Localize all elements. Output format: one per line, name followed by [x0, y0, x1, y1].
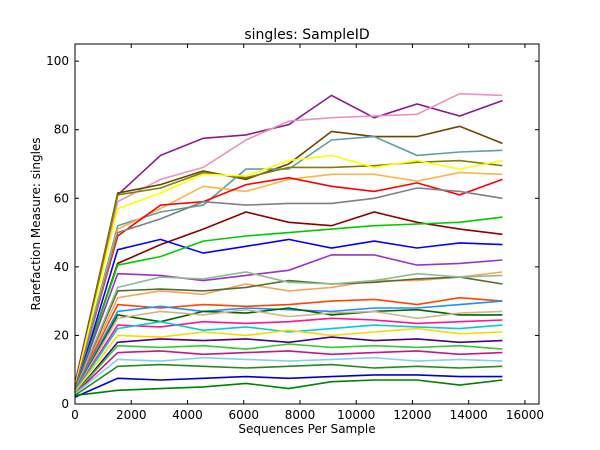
series-line-10	[74, 238, 503, 393]
x-tick-label: 10000	[337, 408, 375, 422]
y-tick-label: 80	[54, 123, 69, 137]
series-line-3	[74, 135, 503, 388]
y-tick-label: 100	[46, 54, 69, 68]
x-axis-ticks: 0 2000 4000 6000 8000 10000 12000 14000 16000	[71, 44, 544, 422]
series-line-26	[74, 356, 503, 395]
series-line-23	[74, 336, 503, 395]
x-tick-label: 4000	[172, 408, 203, 422]
series-line-15	[74, 271, 503, 391]
series-line-11	[74, 216, 503, 391]
series-line-27	[74, 363, 503, 397]
series-line-29	[74, 379, 503, 397]
plot-frame	[74, 43, 540, 405]
series-line-5	[74, 154, 503, 388]
series-line-22	[74, 327, 503, 393]
series-line-28	[74, 374, 503, 398]
x-tick-label: 2000	[116, 408, 147, 422]
series-line-18	[74, 307, 503, 393]
x-tick-label: 16000	[506, 408, 544, 422]
series-line-2	[74, 125, 503, 388]
series-line-17	[74, 300, 503, 391]
series-line-12	[74, 254, 503, 391]
series-lines	[74, 92, 503, 398]
series-line-4	[74, 159, 503, 389]
x-tick-label: 14000	[450, 408, 488, 422]
y-tick-label: 40	[54, 260, 69, 274]
x-tick-label: 0	[71, 408, 79, 422]
y-tick-label: 20	[54, 328, 69, 342]
series-line-21	[74, 320, 503, 393]
y-tick-label: 0	[61, 397, 69, 411]
series-line-7	[74, 176, 503, 389]
x-tick-label: 12000	[393, 408, 431, 422]
series-line-9	[74, 211, 503, 391]
series-line-25	[74, 350, 503, 395]
series-line-24	[74, 343, 503, 395]
x-axis-label: Sequences Per Sample	[238, 422, 375, 436]
series-line-19	[74, 308, 503, 393]
chart-title: singles: SampleID	[244, 27, 369, 43]
series-line-14	[74, 276, 503, 391]
y-tick-label: 60	[54, 191, 69, 205]
series-line-20	[74, 317, 503, 393]
x-tick-label: 6000	[228, 408, 259, 422]
y-axis-label: Rarefaction Measure: singles	[29, 137, 43, 310]
x-tick-label: 8000	[285, 408, 316, 422]
y-axis-ticks: 0 20 40 60 80 100	[46, 54, 539, 411]
series-line-16	[74, 296, 503, 391]
series-line-13	[74, 271, 503, 391]
series-line-8	[74, 187, 503, 391]
